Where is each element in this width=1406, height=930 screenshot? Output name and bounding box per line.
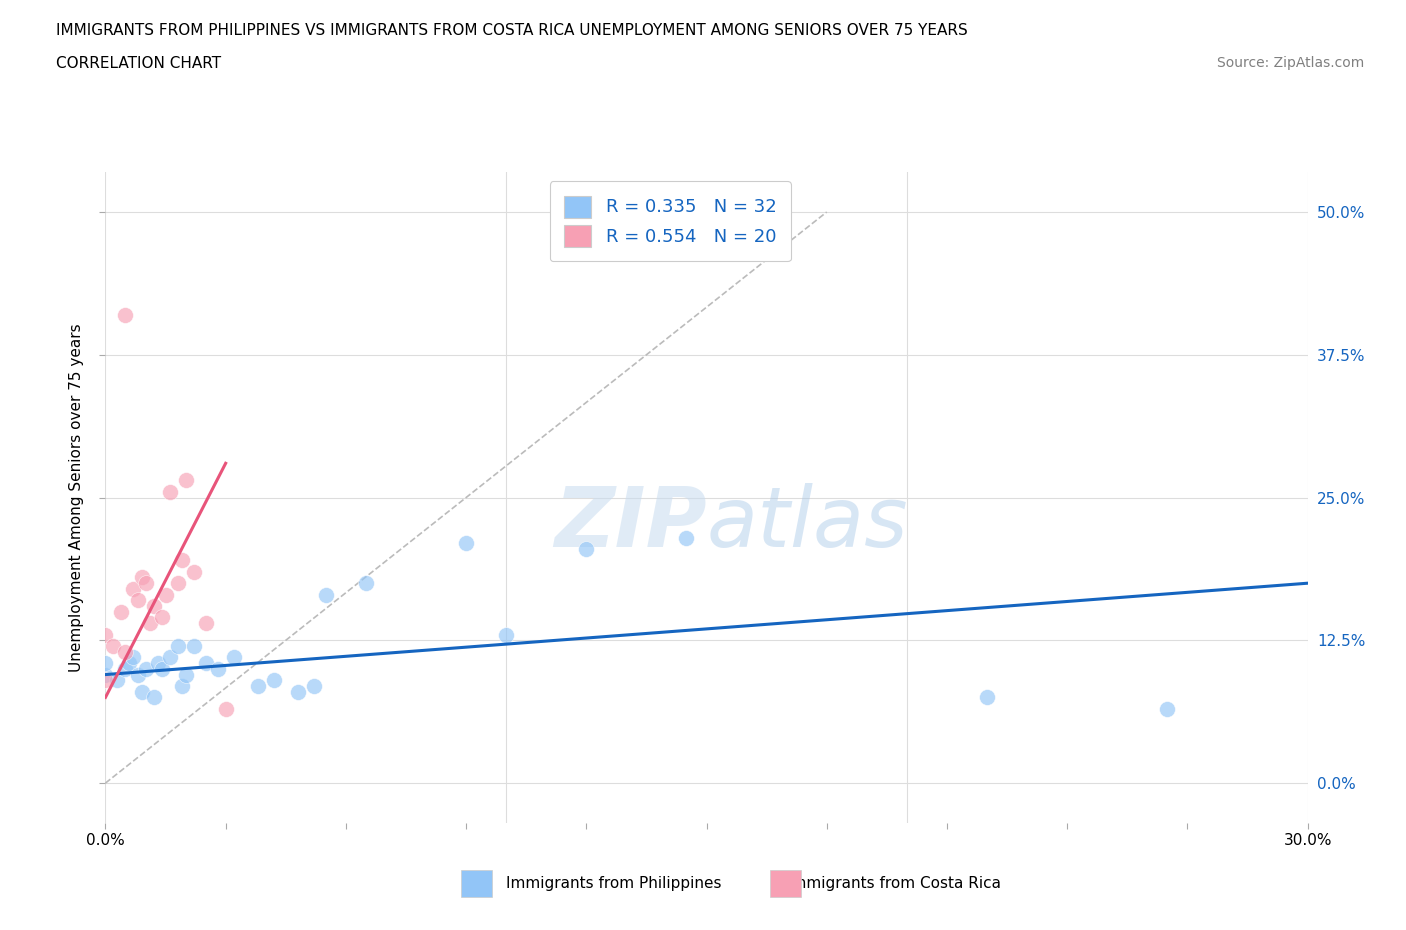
Point — [1156, 701, 1178, 716]
Point — [122, 650, 145, 665]
Point — [127, 593, 149, 608]
Text: Source: ZipAtlas.com: Source: ZipAtlas.com — [1216, 56, 1364, 70]
Point — [207, 661, 229, 676]
Point — [135, 661, 157, 676]
Point — [194, 616, 217, 631]
Point — [155, 587, 177, 602]
Point — [263, 672, 285, 687]
Point — [107, 672, 129, 687]
Point — [146, 656, 169, 671]
Point — [110, 604, 132, 619]
Point — [183, 565, 205, 579]
Point — [166, 576, 188, 591]
Point — [135, 576, 157, 591]
Point — [166, 639, 188, 654]
Point — [114, 308, 136, 323]
Point — [170, 679, 193, 694]
Point — [170, 553, 193, 568]
Text: ZIP: ZIP — [554, 483, 707, 565]
Point — [142, 690, 165, 705]
Point — [222, 650, 245, 665]
Point — [159, 485, 181, 499]
Point — [142, 599, 165, 614]
Text: Immigrants from Costa Rica: Immigrants from Costa Rica — [787, 876, 1001, 891]
Point — [94, 672, 117, 687]
Point — [122, 581, 145, 596]
Point — [675, 530, 697, 545]
Point — [174, 667, 197, 682]
Point — [94, 656, 117, 671]
Point — [287, 684, 309, 699]
Point — [94, 627, 117, 642]
Point — [246, 679, 269, 694]
Point — [114, 661, 136, 676]
Point — [103, 639, 125, 654]
Point — [214, 701, 236, 716]
Point — [131, 570, 153, 585]
Text: Immigrants from Philippines: Immigrants from Philippines — [506, 876, 721, 891]
Point — [194, 656, 217, 671]
Text: IMMIGRANTS FROM PHILIPPINES VS IMMIGRANTS FROM COSTA RICA UNEMPLOYMENT AMONG SEN: IMMIGRANTS FROM PHILIPPINES VS IMMIGRANT… — [56, 23, 967, 38]
Point — [315, 587, 337, 602]
Point — [114, 644, 136, 659]
Point — [131, 684, 153, 699]
Text: CORRELATION CHART: CORRELATION CHART — [56, 56, 221, 71]
Point — [183, 639, 205, 654]
Point — [118, 656, 141, 671]
Point — [174, 473, 197, 488]
Point — [150, 610, 173, 625]
Legend: R = 0.335   N = 32, R = 0.554   N = 20: R = 0.335 N = 32, R = 0.554 N = 20 — [550, 181, 792, 261]
Point — [354, 576, 377, 591]
Point — [495, 627, 517, 642]
Text: atlas: atlas — [707, 483, 908, 565]
Point — [454, 536, 477, 551]
Y-axis label: Unemployment Among Seniors over 75 years: Unemployment Among Seniors over 75 years — [69, 324, 84, 671]
Point — [150, 661, 173, 676]
Point — [138, 616, 160, 631]
Point — [302, 679, 325, 694]
Point — [976, 690, 998, 705]
Point — [159, 650, 181, 665]
Point — [94, 667, 117, 682]
Point — [575, 541, 598, 556]
Point — [127, 667, 149, 682]
